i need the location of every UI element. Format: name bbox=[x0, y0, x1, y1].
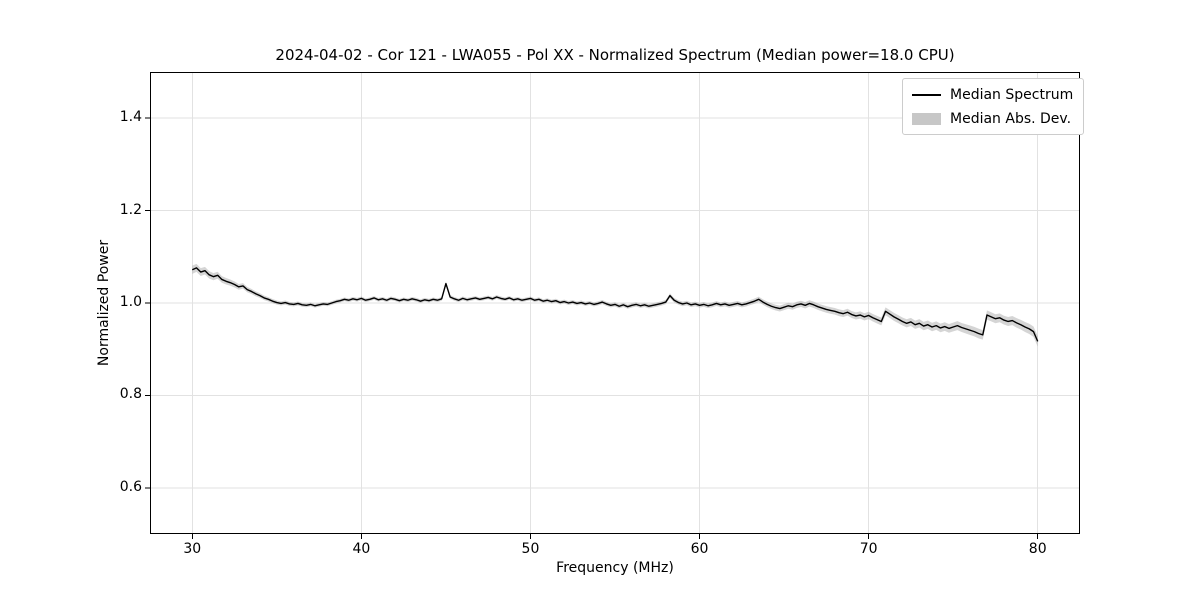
y-tick-label: 1.2 bbox=[119, 201, 142, 218]
legend-label: Median Abs. Dev. bbox=[950, 110, 1072, 127]
x-tick-label: 40 bbox=[352, 541, 371, 557]
y-tick-label: 0.8 bbox=[119, 386, 142, 403]
x-tick-label: 60 bbox=[690, 541, 709, 557]
y-axis-label-text: Normalized Power bbox=[96, 239, 112, 367]
x-axis-label: Frequency (MHz) bbox=[556, 560, 674, 576]
legend-entry-median-abs-dev: Median Abs. Dev. bbox=[912, 109, 1073, 128]
legend-label: Median Spectrum bbox=[950, 86, 1074, 103]
x-tick-label: 30 bbox=[183, 541, 202, 557]
x-tick-label: 80 bbox=[1028, 541, 1047, 557]
legend-entry-median-spectrum: Median Spectrum bbox=[912, 85, 1073, 104]
spectrum-chart-svg bbox=[145, 72, 1080, 539]
legend-patch-sample-icon bbox=[912, 112, 941, 125]
y-tick-label: 1.4 bbox=[119, 109, 142, 126]
y-tick-label: 0.6 bbox=[119, 478, 142, 495]
legend: Median Spectrum Median Abs. Dev. bbox=[902, 78, 1085, 135]
legend-line-sample-icon bbox=[912, 93, 941, 96]
x-tick-label: 70 bbox=[859, 541, 878, 557]
x-tick-label: 50 bbox=[521, 541, 540, 557]
y-tick-label: 1.0 bbox=[119, 294, 142, 310]
chart-title: 2024-04-02 - Cor 121 - LWA055 - Pol XX -… bbox=[275, 46, 955, 64]
plot-area bbox=[145, 72, 1080, 539]
